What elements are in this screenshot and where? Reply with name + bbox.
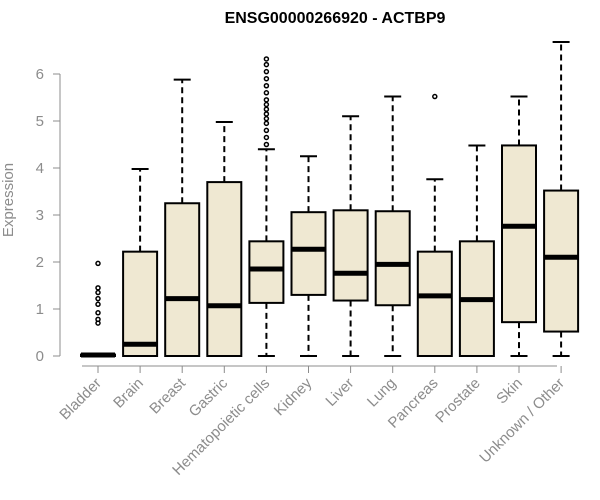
outlier-point [263, 141, 270, 148]
x-tick-label: Skin [493, 375, 526, 408]
outlier-point [95, 285, 101, 291]
box-iqr [164, 202, 201, 357]
outlier-point [263, 83, 270, 89]
outlier-point [95, 260, 101, 267]
box-brain [122, 167, 159, 357]
box-prostate [458, 144, 495, 358]
box-iqr [248, 240, 285, 304]
outlier-point [263, 111, 270, 117]
box-iqr [290, 211, 327, 296]
box-iqr [543, 189, 580, 333]
outlier-point [263, 56, 270, 62]
box-kidney [290, 155, 327, 357]
box-skin [501, 95, 537, 357]
outlier-point [263, 61, 270, 68]
x-tick-label: Liver [322, 375, 357, 410]
outlier-point [263, 68, 270, 75]
y-tick-label: 5 [36, 113, 44, 130]
y-tick-label: 1 [36, 301, 44, 318]
box-iqr [501, 144, 537, 324]
outlier-point [432, 93, 438, 100]
outlier-point [263, 75, 270, 82]
y-axis-label: Expression [0, 163, 17, 237]
outlier-point [263, 134, 270, 141]
outlier-point [95, 310, 101, 316]
outlier-point [95, 295, 101, 302]
box-liver [332, 115, 369, 357]
box-breast [164, 78, 201, 357]
outlier-point [95, 301, 101, 308]
y-tick-label: 3 [36, 207, 44, 224]
outlier-point [95, 289, 101, 296]
x-tick-label: Kidney [271, 374, 316, 419]
box-hematopoietic-cells [248, 56, 285, 357]
x-tick-label: Brain [110, 375, 147, 412]
outlier-point [263, 120, 270, 127]
box-iqr [122, 250, 159, 357]
y-tick-label: 0 [36, 348, 44, 365]
box-iqr [332, 209, 369, 302]
outlier-point [95, 316, 101, 323]
box-pancreas [416, 93, 453, 357]
box-unknown-other [543, 41, 580, 357]
outlier-point [263, 127, 270, 134]
outlier-point [263, 97, 270, 103]
outlier-point [263, 106, 270, 112]
y-tick-label: 2 [36, 254, 44, 271]
box-iqr [374, 210, 411, 307]
box-gastric [206, 120, 243, 357]
y-tick-label: 6 [36, 66, 44, 83]
outlier-point [263, 90, 270, 96]
box-lung [374, 95, 411, 357]
outlier-point [263, 101, 270, 108]
box-iqr [206, 181, 243, 357]
x-tick-label: Lung [364, 375, 400, 411]
x-tick-label: Bladder [56, 375, 105, 424]
chart-title: ENSG00000266920 - ACTBP9 [225, 10, 446, 27]
y-axis-ticks: 0 1 2 3 4 5 6 [36, 66, 60, 365]
box-bladder [80, 260, 116, 358]
x-tick-label: Prostate [432, 375, 484, 427]
y-tick-label: 4 [36, 160, 44, 177]
box-iqr [416, 250, 453, 357]
x-tick-label: Breast [146, 374, 189, 417]
box-series [80, 41, 580, 358]
outlier-point [263, 115, 270, 122]
